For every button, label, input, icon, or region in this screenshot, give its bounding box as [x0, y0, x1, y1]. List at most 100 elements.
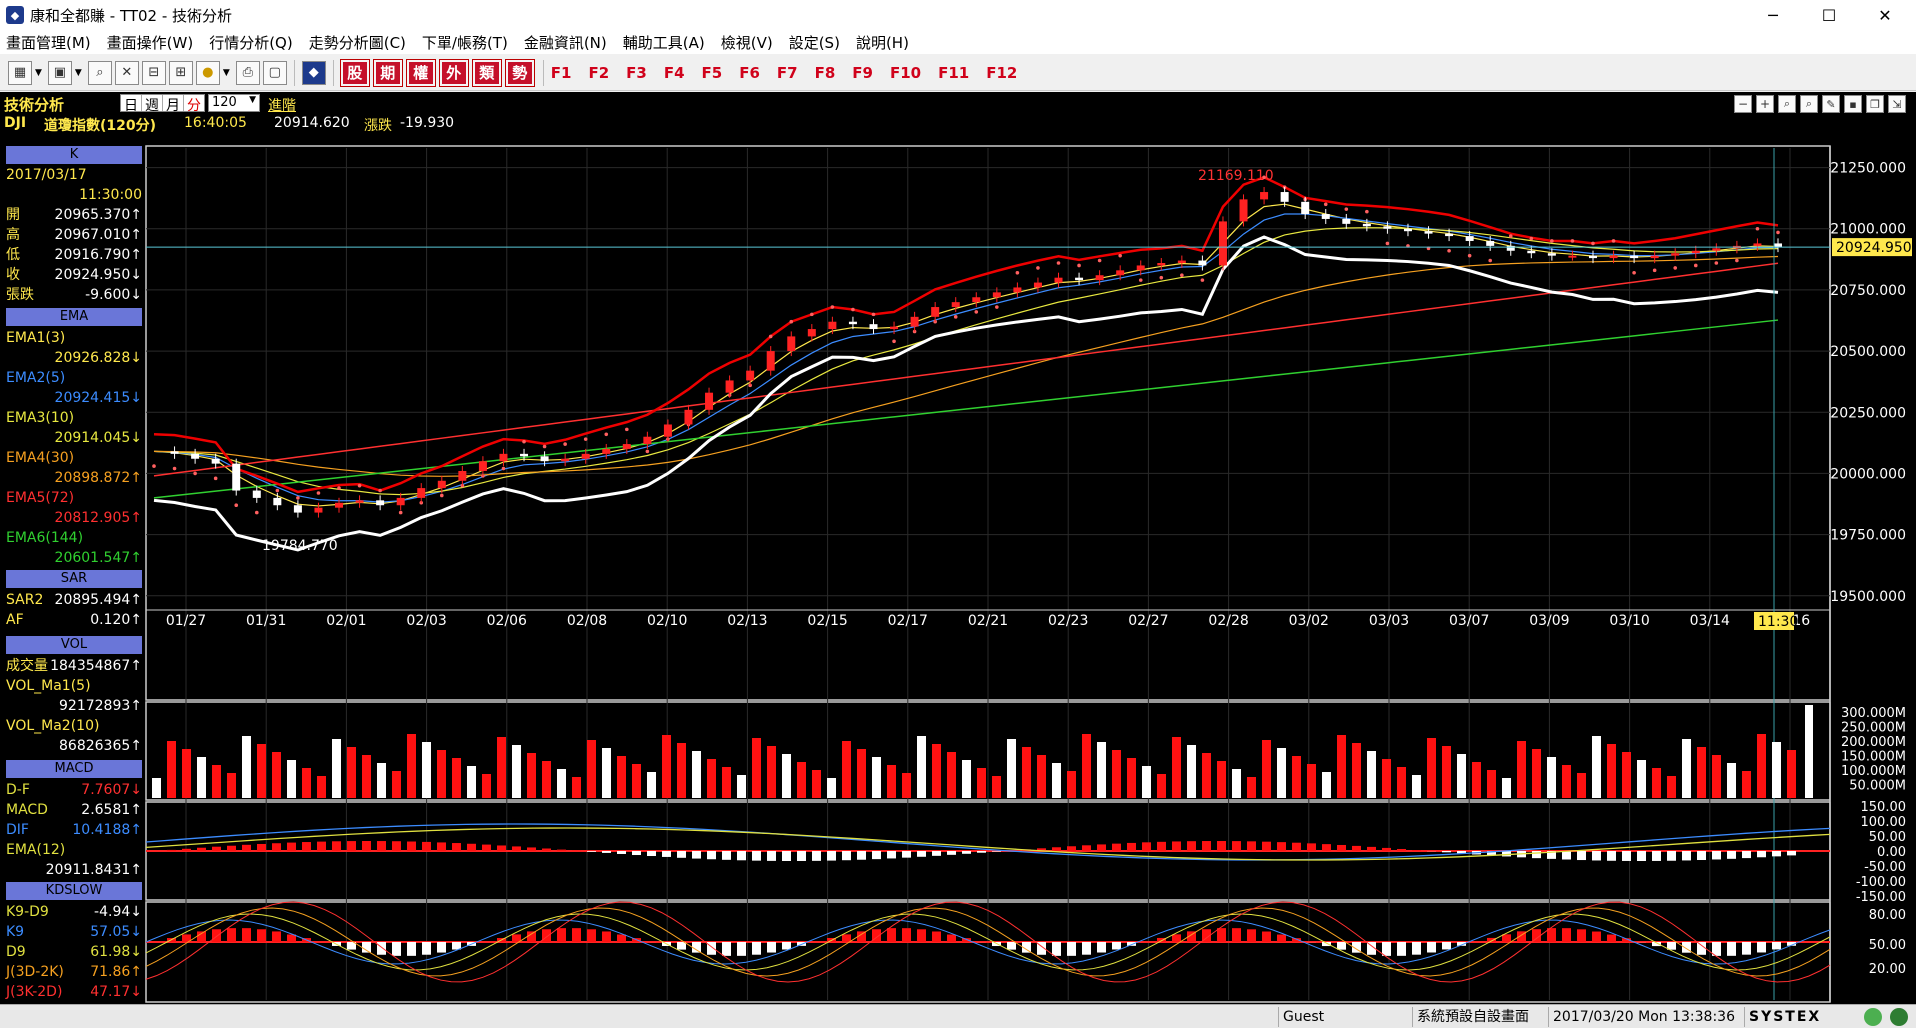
zoom-icon[interactable]: ⌕ [87, 60, 112, 85]
fkey-f9[interactable]: F9 [852, 63, 873, 82]
candle-body [684, 409, 693, 425]
sar-dot [830, 305, 835, 309]
export-icon[interactable]: ⇲ [1888, 95, 1906, 113]
zoom-in-icon[interactable]: + [1756, 95, 1774, 113]
sar-row: SAR2 20895.494↑ [6, 590, 142, 610]
fkey-f8[interactable]: F8 [814, 63, 836, 82]
ema-panel-header[interactable]: EMA [6, 308, 142, 326]
maximize-button[interactable]: ☐ [1821, 5, 1837, 25]
menu-screen-manage[interactable]: 畫面管理(M) [6, 33, 91, 52]
macd-bar [302, 842, 311, 851]
fkey-f11[interactable]: F11 [938, 63, 970, 82]
macd-panel-header[interactable]: MACD [6, 760, 142, 778]
futures-button[interactable]: 期 [372, 58, 403, 87]
split-h-icon[interactable]: ⊟ [141, 60, 166, 85]
search-icon[interactable]: ⌕ [1778, 95, 1796, 113]
period-day[interactable]: 日 [121, 95, 142, 114]
current-price-box [1832, 238, 1912, 257]
macd-bar [1577, 851, 1586, 861]
fkey-f2[interactable]: F2 [588, 63, 610, 82]
save-icon[interactable]: ▪ [1844, 95, 1862, 113]
macd-row: 20911.8431↑ [6, 860, 142, 880]
k-label: 開 [6, 207, 20, 223]
stock-button[interactable]: 股 [339, 58, 370, 87]
app-icon: ◆ [6, 6, 24, 24]
window-icon[interactable]: ▢ [262, 60, 287, 85]
advanced-link[interactable]: 進階 [268, 98, 296, 114]
options-button[interactable]: 權 [405, 58, 436, 87]
candle-body [273, 497, 282, 506]
menu-view[interactable]: 檢視(V) [720, 33, 773, 52]
menu-tools[interactable]: 輔助工具(A) [622, 33, 705, 52]
monitor-icon[interactable]: ▣ [47, 60, 72, 85]
kd-bar [422, 942, 431, 955]
chart-icon[interactable]: ▦ [8, 60, 32, 85]
fkey-f4[interactable]: F4 [663, 63, 685, 82]
period-week[interactable]: 週 [142, 95, 163, 114]
kd-bar [1457, 942, 1466, 946]
search-plus-icon[interactable]: ⌕ [1800, 95, 1818, 113]
fkey-f3[interactable]: F3 [626, 63, 647, 82]
category-button[interactable]: 類 [471, 58, 502, 87]
ema-value: 20926.828↓ [54, 350, 142, 366]
candle-body [1342, 218, 1351, 224]
copy-icon[interactable]: ❐ [1866, 95, 1884, 113]
volume-tick-label: 250.000M [1841, 721, 1906, 736]
fkey-f1[interactable]: F1 [550, 63, 572, 82]
volume-bar [302, 768, 311, 798]
macd-bar [467, 843, 476, 851]
kd-bar [557, 928, 566, 942]
candle-body [1054, 277, 1063, 283]
fkey-f12[interactable]: F12 [986, 63, 1018, 82]
trend-button[interactable]: 勢 [504, 58, 535, 87]
period-month[interactable]: 月 [163, 95, 184, 114]
menu-order[interactable]: 下單/帳務(T) [421, 33, 508, 52]
menu-screen-operate[interactable]: 畫面操作(W) [106, 33, 194, 52]
menu-help[interactable]: 說明(H) [855, 33, 909, 52]
fkey-f10[interactable]: F10 [889, 63, 922, 82]
macd-bar [1097, 844, 1106, 851]
close-button[interactable]: ✕ [1878, 5, 1892, 25]
candle-body [890, 326, 899, 330]
coin-icon[interactable]: ● [195, 60, 220, 85]
date-tick-label: 02/13 [727, 613, 767, 629]
volume-bar [212, 765, 221, 798]
close-chart-icon[interactable]: ✕ [114, 60, 139, 85]
fkey-f7[interactable]: F7 [776, 63, 798, 82]
chart-canvas[interactable]: 01/27 01/31 02/01 02/03 02/06 02/08 02/10 02/13… [0, 92, 1916, 1004]
k-panel-header[interactable]: K [6, 146, 142, 164]
candle-body [1116, 270, 1125, 276]
candle-body [1671, 253, 1680, 256]
volume-bar [842, 741, 851, 798]
period-minute[interactable]: 分 [187, 98, 201, 114]
menu-financial-info[interactable]: 金融資訊(N) [523, 33, 607, 52]
sar-dot [1159, 275, 1164, 280]
candle-body [540, 456, 549, 462]
sar-dot [563, 442, 567, 446]
price-tick-label: 20250.000 [1830, 405, 1906, 421]
date-tick-label: 02/17 [888, 613, 928, 629]
fkey-f5[interactable]: F5 [701, 63, 723, 82]
menu-settings[interactable]: 設定(S) [788, 33, 840, 52]
kd-bar [722, 942, 731, 956]
kd-bar [1007, 942, 1016, 950]
macd-bar [632, 851, 641, 856]
draw-icon[interactable]: ✎ [1822, 95, 1840, 113]
menu-quote-analysis[interactable]: 行情分析(Q) [209, 33, 293, 52]
zoom-out-icon[interactable]: − [1734, 95, 1752, 113]
foreign-button[interactable]: 外 [438, 58, 469, 87]
kd-bar [1202, 929, 1211, 942]
count-select[interactable]: 120 ▼ [208, 94, 260, 112]
candle-body [314, 507, 323, 513]
menu-trend-chart[interactable]: 走勢分析圖(C) [308, 33, 406, 52]
print-icon[interactable]: ⎙ [235, 60, 260, 85]
macd-bar [977, 851, 986, 853]
split-v-icon[interactable]: ⊞ [168, 60, 193, 85]
sar-panel-header[interactable]: SAR [6, 570, 142, 588]
minimize-button[interactable]: ─ [1768, 5, 1778, 25]
candle-body [1260, 192, 1269, 200]
logo-icon[interactable]: ◆ [301, 60, 326, 85]
fkey-f6[interactable]: F6 [739, 63, 760, 82]
kd-panel-header[interactable]: KDSLOW [6, 882, 142, 900]
vol-panel-header[interactable]: VOL [6, 636, 142, 654]
